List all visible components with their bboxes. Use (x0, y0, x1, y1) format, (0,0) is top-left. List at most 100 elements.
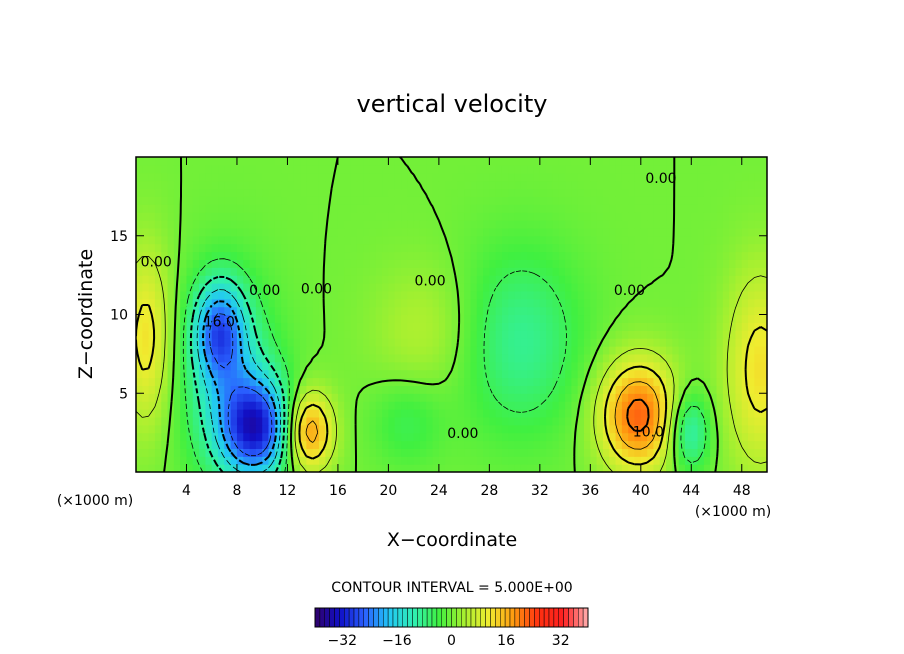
heatmap-cell (438, 448, 446, 457)
heatmap-cell (754, 188, 762, 197)
heatmap-cell (691, 298, 699, 308)
heatmap-cell (508, 227, 516, 237)
heatmap-cell (489, 196, 497, 205)
heatmap-cell (274, 385, 282, 394)
heatmap-cell (539, 235, 547, 245)
heatmap-cell (760, 212, 767, 221)
heatmap-cell (710, 440, 718, 449)
heatmap-cell (287, 353, 295, 363)
heatmap-cell (678, 164, 686, 174)
heatmap-cell (539, 290, 547, 300)
heatmap-cell (243, 377, 251, 386)
heatmap-cell (287, 204, 295, 213)
heatmap-cell (571, 338, 579, 347)
heatmap-cell (558, 283, 566, 292)
colorbar-swatch (578, 607, 584, 628)
heatmap-cell (666, 440, 673, 449)
heatmap-cell (501, 314, 509, 323)
heatmap-cell (678, 322, 686, 331)
colorbar-swatch (456, 607, 462, 628)
heatmap-cell (615, 157, 623, 166)
heatmap-cell (659, 220, 667, 229)
heatmap-cell (760, 172, 767, 182)
heatmap-cell (672, 172, 680, 182)
heatmap-cell (691, 338, 699, 347)
heatmap-cell (710, 361, 718, 371)
colorbar-swatch (363, 607, 369, 628)
heatmap-cell (590, 361, 598, 371)
heatmap-cell (407, 298, 415, 308)
heatmap-cell (154, 346, 162, 355)
heatmap-cell (375, 456, 383, 465)
heatmap-cell (375, 157, 383, 166)
heatmap-cell (672, 401, 680, 410)
heatmap-cell (331, 172, 339, 182)
heatmap-cell (268, 180, 276, 190)
heatmap-cell (703, 424, 711, 434)
heatmap-cell (306, 220, 314, 229)
heatmap-cell (672, 196, 680, 205)
heatmap-cell (281, 251, 289, 260)
heatmap-cell (495, 283, 503, 292)
heatmap-cell (337, 298, 345, 308)
heatmap-cell (666, 361, 673, 371)
heatmap-cell (281, 212, 289, 221)
heatmap-cell (533, 267, 541, 276)
heatmap-cell (653, 409, 661, 418)
heatmap-cell (546, 227, 554, 237)
heatmap-cell (419, 432, 427, 442)
heatmap-cell (192, 401, 200, 410)
heatmap-cell (356, 204, 364, 213)
heatmap-cell (508, 393, 516, 402)
heatmap-cell (262, 361, 270, 371)
heatmap-cell (735, 251, 743, 260)
heatmap-cell (394, 204, 402, 213)
heatmap-cell (621, 172, 629, 182)
heatmap-cell (268, 227, 276, 237)
heatmap-cell (375, 220, 383, 229)
heatmap-cell (457, 448, 465, 457)
heatmap-cell (729, 164, 737, 174)
heatmap-cell (584, 346, 591, 355)
heatmap-cell (495, 448, 503, 457)
heatmap-cell (369, 440, 377, 449)
heatmap-cell (281, 188, 289, 197)
heatmap-cell (281, 448, 289, 457)
heatmap-cell (394, 385, 402, 394)
heatmap-cell (199, 251, 207, 260)
heatmap-cell (173, 393, 181, 402)
heatmap-cell (621, 188, 629, 197)
heatmap-cell (218, 180, 225, 190)
heatmap-cell (659, 283, 667, 292)
heatmap-cell (230, 361, 238, 371)
heatmap-cell (514, 275, 522, 284)
heatmap-cell (432, 416, 440, 426)
heatmap-cell (180, 164, 188, 174)
heatmap-cell (546, 275, 554, 284)
heatmap-cell (577, 283, 585, 292)
heatmap-cell (199, 275, 207, 284)
heatmap-cell (136, 227, 143, 237)
heatmap-cell (666, 204, 673, 213)
heatmap-cell (350, 353, 358, 363)
heatmap-cell (318, 188, 326, 197)
heatmap-cell (451, 377, 459, 386)
heatmap-cell (306, 172, 314, 182)
heatmap-cell (218, 290, 225, 300)
heatmap-cell (615, 314, 623, 323)
heatmap-cell (602, 448, 610, 457)
heatmap-cell (760, 235, 767, 245)
heatmap-cell (167, 432, 175, 442)
heatmap-cell (142, 172, 150, 182)
heatmap-cell (186, 275, 194, 284)
heatmap-cell (255, 353, 263, 363)
heatmap-cell (268, 440, 276, 449)
heatmap-cell (590, 314, 598, 323)
heatmap-cell (438, 164, 446, 174)
heatmap-cell (571, 188, 579, 197)
heatmap-cell (148, 377, 156, 386)
heatmap-cell (590, 290, 598, 300)
heatmap-cell (136, 164, 143, 174)
heatmap-cell (628, 243, 636, 253)
heatmap-cell (268, 259, 276, 268)
